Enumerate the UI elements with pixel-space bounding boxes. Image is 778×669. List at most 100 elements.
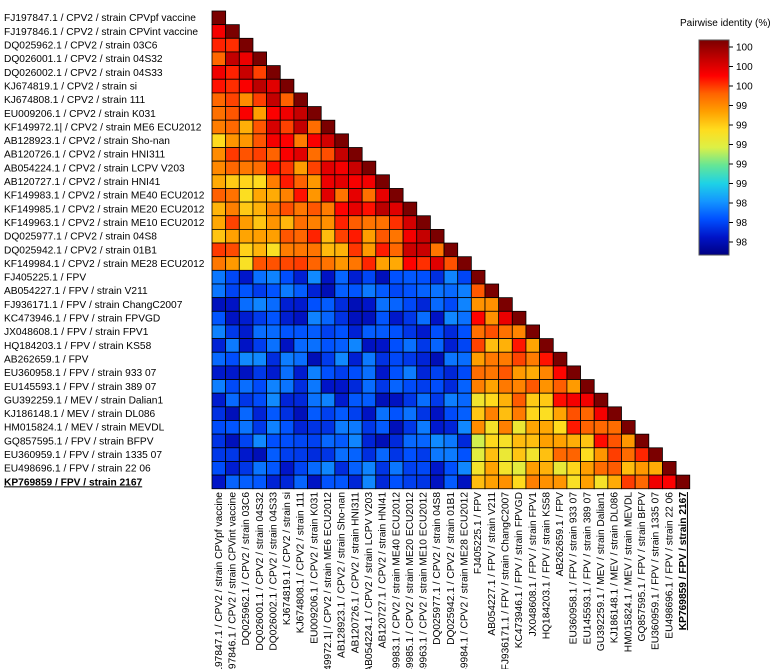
heatmap-cell (293, 160, 308, 176)
heatmap-cell (334, 420, 349, 435)
heatmap-cell (334, 147, 349, 162)
heatmap-cell (266, 160, 281, 176)
heatmap-cell (361, 297, 377, 312)
heatmap-cell (511, 420, 527, 435)
row-label: KJ674808.1 / CPV2 / strain 111 (4, 95, 146, 106)
heatmap-cell (525, 365, 541, 380)
color-legend: Pairwise identity (%) 100 100 100 99 99 99 99 9… (680, 18, 771, 256)
heatmap-cell (484, 365, 500, 380)
heatmap-cell (511, 461, 527, 476)
heatmap-cell (238, 269, 254, 285)
heatmap-cell (361, 242, 377, 258)
heatmap-cell (225, 188, 240, 203)
row-label: GQ857595.1 / FPV / strain BFPV (4, 436, 154, 447)
heatmap-cell (498, 420, 513, 435)
heatmap-cell (443, 379, 459, 394)
heatmap-cell (266, 365, 281, 380)
heatmap-cell (389, 351, 404, 367)
heatmap-cell (375, 297, 390, 312)
heatmap-cell (429, 365, 445, 380)
heatmap-cell (307, 215, 322, 230)
heatmap-cell (279, 324, 295, 340)
heatmap-cell (457, 351, 472, 367)
heatmap-cell (225, 406, 240, 421)
heatmap-cell (293, 228, 308, 244)
heatmap-cell (675, 474, 691, 490)
heatmap-cell (307, 324, 322, 340)
heatmap-cell (334, 133, 349, 148)
heatmap-cell (389, 297, 404, 312)
heatmap-cell (429, 420, 445, 435)
heatmap-cell (348, 324, 363, 340)
heatmap-cell (416, 269, 431, 285)
legend-tick-label: 98 (736, 218, 748, 229)
heatmap-cell (470, 379, 486, 394)
row-label: AB262659.1 / FPV (4, 354, 89, 365)
heatmap-cell (566, 392, 581, 408)
heatmap-cell (525, 406, 541, 421)
heatmap-cell (375, 365, 390, 380)
heatmap-cell (511, 433, 527, 449)
heatmap-cell (252, 269, 267, 285)
heatmap-cell (293, 297, 308, 312)
heatmap-cell (307, 201, 322, 217)
heatmap-cell (607, 474, 622, 490)
heatmap-cell (552, 447, 568, 462)
heatmap-cell (498, 406, 513, 421)
heatmap-cell (252, 228, 267, 244)
heatmap-cell (389, 474, 404, 490)
heatmap-cell (211, 160, 227, 176)
heatmap-cell (334, 188, 349, 203)
heatmap-cell (375, 420, 390, 435)
heatmap-cell (225, 324, 240, 340)
heatmap-cell (539, 365, 554, 380)
heatmap-cell (443, 406, 459, 421)
heatmap-cell (238, 392, 254, 408)
heatmap-cell (252, 256, 267, 271)
heatmap-cell (279, 174, 295, 189)
heatmap-cell (279, 310, 295, 326)
heatmap-cell (593, 474, 609, 490)
heatmap-cell (621, 447, 636, 462)
heatmap-cell (498, 310, 513, 326)
column-label: AB054227.1 / FPV / strain V211 (487, 492, 498, 636)
heatmap-cell (525, 324, 541, 340)
heatmap-cell (648, 447, 663, 462)
heatmap-cell (238, 106, 254, 121)
heatmap-cell (389, 392, 404, 408)
heatmap-cell (211, 133, 227, 148)
heatmap-cell (402, 324, 418, 340)
heatmap-cell (416, 447, 431, 462)
heatmap-cell (320, 406, 336, 421)
legend-ticks: 100 100 100 99 99 99 99 99 98 98 98 (729, 43, 753, 249)
heatmap-cell (552, 406, 568, 421)
heatmap-cell (252, 242, 267, 258)
heatmap-cell (320, 269, 336, 285)
heatmap-cell (593, 392, 609, 408)
heatmap-cell (361, 188, 377, 203)
heatmap-cell (621, 420, 636, 435)
heatmap-cell (375, 461, 390, 476)
heatmap-cell (252, 119, 267, 135)
heatmap-cell (279, 269, 295, 285)
heatmap-cell (225, 228, 240, 244)
heatmap-cell (279, 406, 295, 421)
heatmap-cell (252, 215, 267, 230)
heatmap-cell (416, 365, 431, 380)
heatmap-cell (389, 379, 404, 394)
heatmap-cell (607, 406, 622, 421)
heatmap-cell (348, 147, 363, 162)
column-label: DQ026002.1 / CPV2 / strain 04S33 (268, 492, 279, 651)
heatmap-cell (498, 461, 513, 476)
heatmap-cell (266, 133, 281, 148)
heatmap-cell (225, 447, 240, 462)
heatmap-cell (634, 447, 650, 462)
heatmap-cell (443, 324, 459, 340)
heatmap-cell (375, 351, 390, 367)
legend-colorbar (698, 39, 730, 256)
heatmap-cell (443, 392, 459, 408)
row-label: AB120727.1 / CPV2 / strain HNI41 (4, 177, 161, 188)
heatmap-cell (443, 474, 459, 490)
heatmap-cell (580, 420, 595, 435)
